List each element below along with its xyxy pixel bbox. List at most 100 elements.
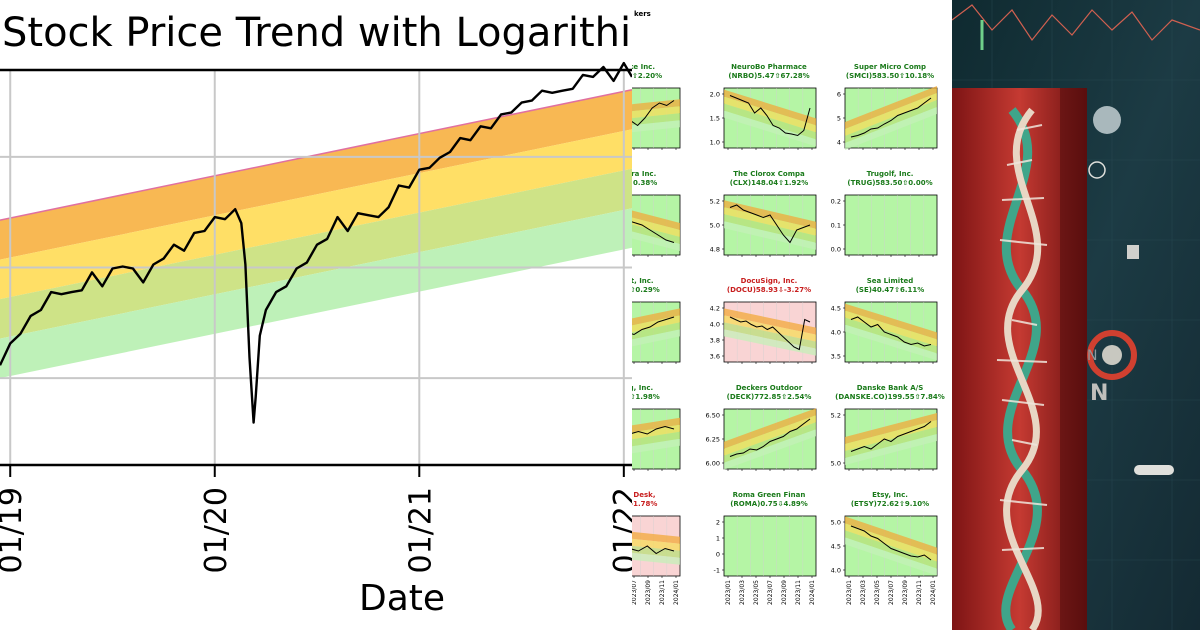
ticker-panel: rest, Inc.1.58⇧0.29% — [632, 277, 681, 364]
ticker-y-label: 0.1 — [831, 222, 841, 230]
ticker-name: DocuSign, Inc. — [741, 277, 798, 285]
ticker-band — [632, 438, 680, 454]
ticker-band — [724, 96, 816, 133]
ticker-y-label: 6.25 — [706, 436, 720, 444]
ticker-y-label: 0 — [716, 551, 720, 559]
ticker-info: (CLX)148.04⇧1.92% — [730, 179, 809, 187]
ticker-y-label: 0.0 — [831, 246, 841, 254]
ticker-band — [632, 424, 680, 440]
ticker-panel: Roma Green Finan(ROMA)0.75⇩4.89% 2 1 0 -1 202… — [714, 491, 817, 605]
ticker-name: Flake Inc. — [632, 63, 655, 71]
ticker-name: Super Micro Comp — [854, 63, 926, 71]
ticker-y-label: 4 — [837, 139, 841, 147]
ticker-x-label: 2023/11 — [659, 580, 666, 605]
ticker-band — [632, 106, 680, 119]
ticker-price-line — [729, 316, 811, 351]
ticker-name: Roma Green Finan — [733, 491, 806, 499]
ticker-name: intera Inc. — [632, 170, 656, 178]
ticker-panel: Etsy, Inc.(ETSY)72.62⇧9.10% 5.0 4.5 4.0 2023… — [831, 491, 938, 605]
ticker-band — [632, 315, 680, 333]
ticker-y-label: 6 — [837, 91, 841, 99]
ticker-info: 21⇩-1.78% — [632, 500, 657, 508]
ticker-x-label: 2023/01 — [846, 580, 853, 605]
ticker-y-label: 5.0 — [831, 460, 841, 468]
ticker-band — [632, 538, 680, 551]
ticker-x-label: 2024/01 — [673, 580, 680, 605]
ticker-band — [632, 329, 680, 347]
ticker-y-label: 3.5 — [831, 353, 841, 361]
ticker-x-label: 2024/01 — [809, 580, 816, 605]
ticker-info: (NRBO)5.47⇧67.28% — [728, 72, 809, 80]
ticker-y-label: 4.0 — [710, 321, 720, 329]
ticker-panel: dog, Inc.6.90⇧1.98% — [632, 384, 681, 471]
ticker-band — [632, 308, 680, 326]
ticker-y-label: 3.8 — [710, 337, 720, 345]
dna-strand-a — [1001, 107, 1042, 630]
ticker-info: (DANSKE.CO)199.55⇧7.84% — [835, 393, 945, 401]
art-letter-1: N — [1090, 381, 1108, 406]
ticker-info: (DOCU)58.93⇩-3.27% — [727, 286, 811, 294]
ticker-band — [845, 317, 937, 354]
ticker-band — [632, 120, 680, 133]
regression-upper-line — [0, 89, 632, 221]
ticker-band — [724, 415, 816, 456]
ticker-y-label: 2.0 — [710, 91, 720, 99]
ticker-band — [632, 545, 680, 558]
main-chart-title: Stock Price Trend with Logarithi — [2, 10, 631, 56]
ticker-band — [724, 429, 816, 470]
ticker-band — [724, 329, 816, 356]
x-tick-label: 01/20 — [199, 487, 234, 573]
ticker-panel: Flake Inc.99.94⇧2.20% — [632, 63, 681, 150]
ticker-panel: intera Inc..34⇧0.38% — [632, 170, 681, 257]
ticker-price-line — [632, 221, 675, 243]
regression-band-4 — [0, 208, 632, 379]
ticker-x-label: 2023/05 — [753, 580, 760, 605]
ticker-band — [724, 103, 816, 140]
dna-artwork: N N — [952, 0, 1200, 630]
ticker-x-label: 2023/07 — [767, 580, 774, 605]
regression-band-3 — [0, 168, 632, 339]
ticker-panel: ade Desk,21⇩-1.78%2023/012023/032023/052… — [632, 491, 681, 605]
ticker-price-line — [850, 316, 932, 347]
ticker-grid-panel: kers Flake Inc.99.94⇧2.20% NeuroBo Pharma… — [632, 0, 952, 630]
ticker-name: Trugolf, Inc. — [867, 170, 914, 178]
ticker-x-label: 2023/01 — [725, 580, 732, 605]
ticker-y-label: 3.6 — [710, 353, 720, 361]
ticker-band — [845, 86, 937, 129]
ticker-x-label: 2023/09 — [781, 580, 788, 605]
ticker-x-label: 2023/09 — [645, 580, 652, 605]
ticker-info: 99.94⇧2.20% — [632, 72, 662, 80]
ticker-name: The Clorox Compa — [733, 170, 805, 178]
ticker-price-line — [850, 97, 932, 138]
ticker-info: (ETSY)72.62⇧9.10% — [851, 500, 929, 508]
ticker-plot-area — [723, 515, 817, 577]
ticker-band — [845, 434, 937, 465]
ticker-y-label: 4.8 — [710, 246, 720, 254]
ticker-panel: NeuroBo Pharmace(NRBO)5.47⇧67.28% 2.0 1.5 1… — [710, 63, 817, 150]
ticker-band — [724, 422, 816, 463]
main-chart: Stock Price Trend with Logarithi 01/19 01… — [0, 10, 632, 619]
ticker-panel: DocuSign, Inc.(DOCU)58.93⇩-3.27% 4.2 4.0 3.… — [710, 277, 817, 364]
ticker-x-label: 2023/05 — [874, 580, 881, 605]
ticker-band — [845, 303, 937, 340]
ticker-info: (SMCI)583.50⇧10.18% — [846, 72, 934, 80]
ticker-y-label: 4.0 — [831, 329, 841, 337]
ticker-name: Deckers Outdoor — [736, 384, 803, 392]
ticker-band — [632, 210, 680, 230]
ticker-y-label: 1.0 — [710, 139, 720, 147]
main-chart-xlabel: Date — [359, 578, 445, 619]
dna-artwork-image: N N — [952, 0, 1200, 630]
ticker-y-label: 1 — [716, 535, 720, 543]
ticker-grid: kers Flake Inc.99.94⇧2.20% NeuroBo Pharma… — [632, 10, 945, 605]
ticker-y-label: 6.00 — [706, 460, 720, 468]
ticker-name: dog, Inc. — [632, 384, 653, 392]
ticker-price-line — [632, 100, 675, 127]
ticker-band — [845, 420, 937, 451]
ticker-y-label: 4.0 — [831, 567, 841, 575]
ticker-price-line — [632, 425, 675, 435]
ticker-band — [724, 110, 816, 147]
ticker-panel: Deckers Outdoor(DECK)772.85⇧2.54% 6.50 6.2… — [706, 384, 817, 471]
ticker-name: ade Desk, — [632, 491, 655, 499]
main-chart-panel: Stock Price Trend with Logarithi 01/19 01… — [0, 10, 632, 619]
ticker-name: Danske Bank A/S — [857, 384, 924, 392]
